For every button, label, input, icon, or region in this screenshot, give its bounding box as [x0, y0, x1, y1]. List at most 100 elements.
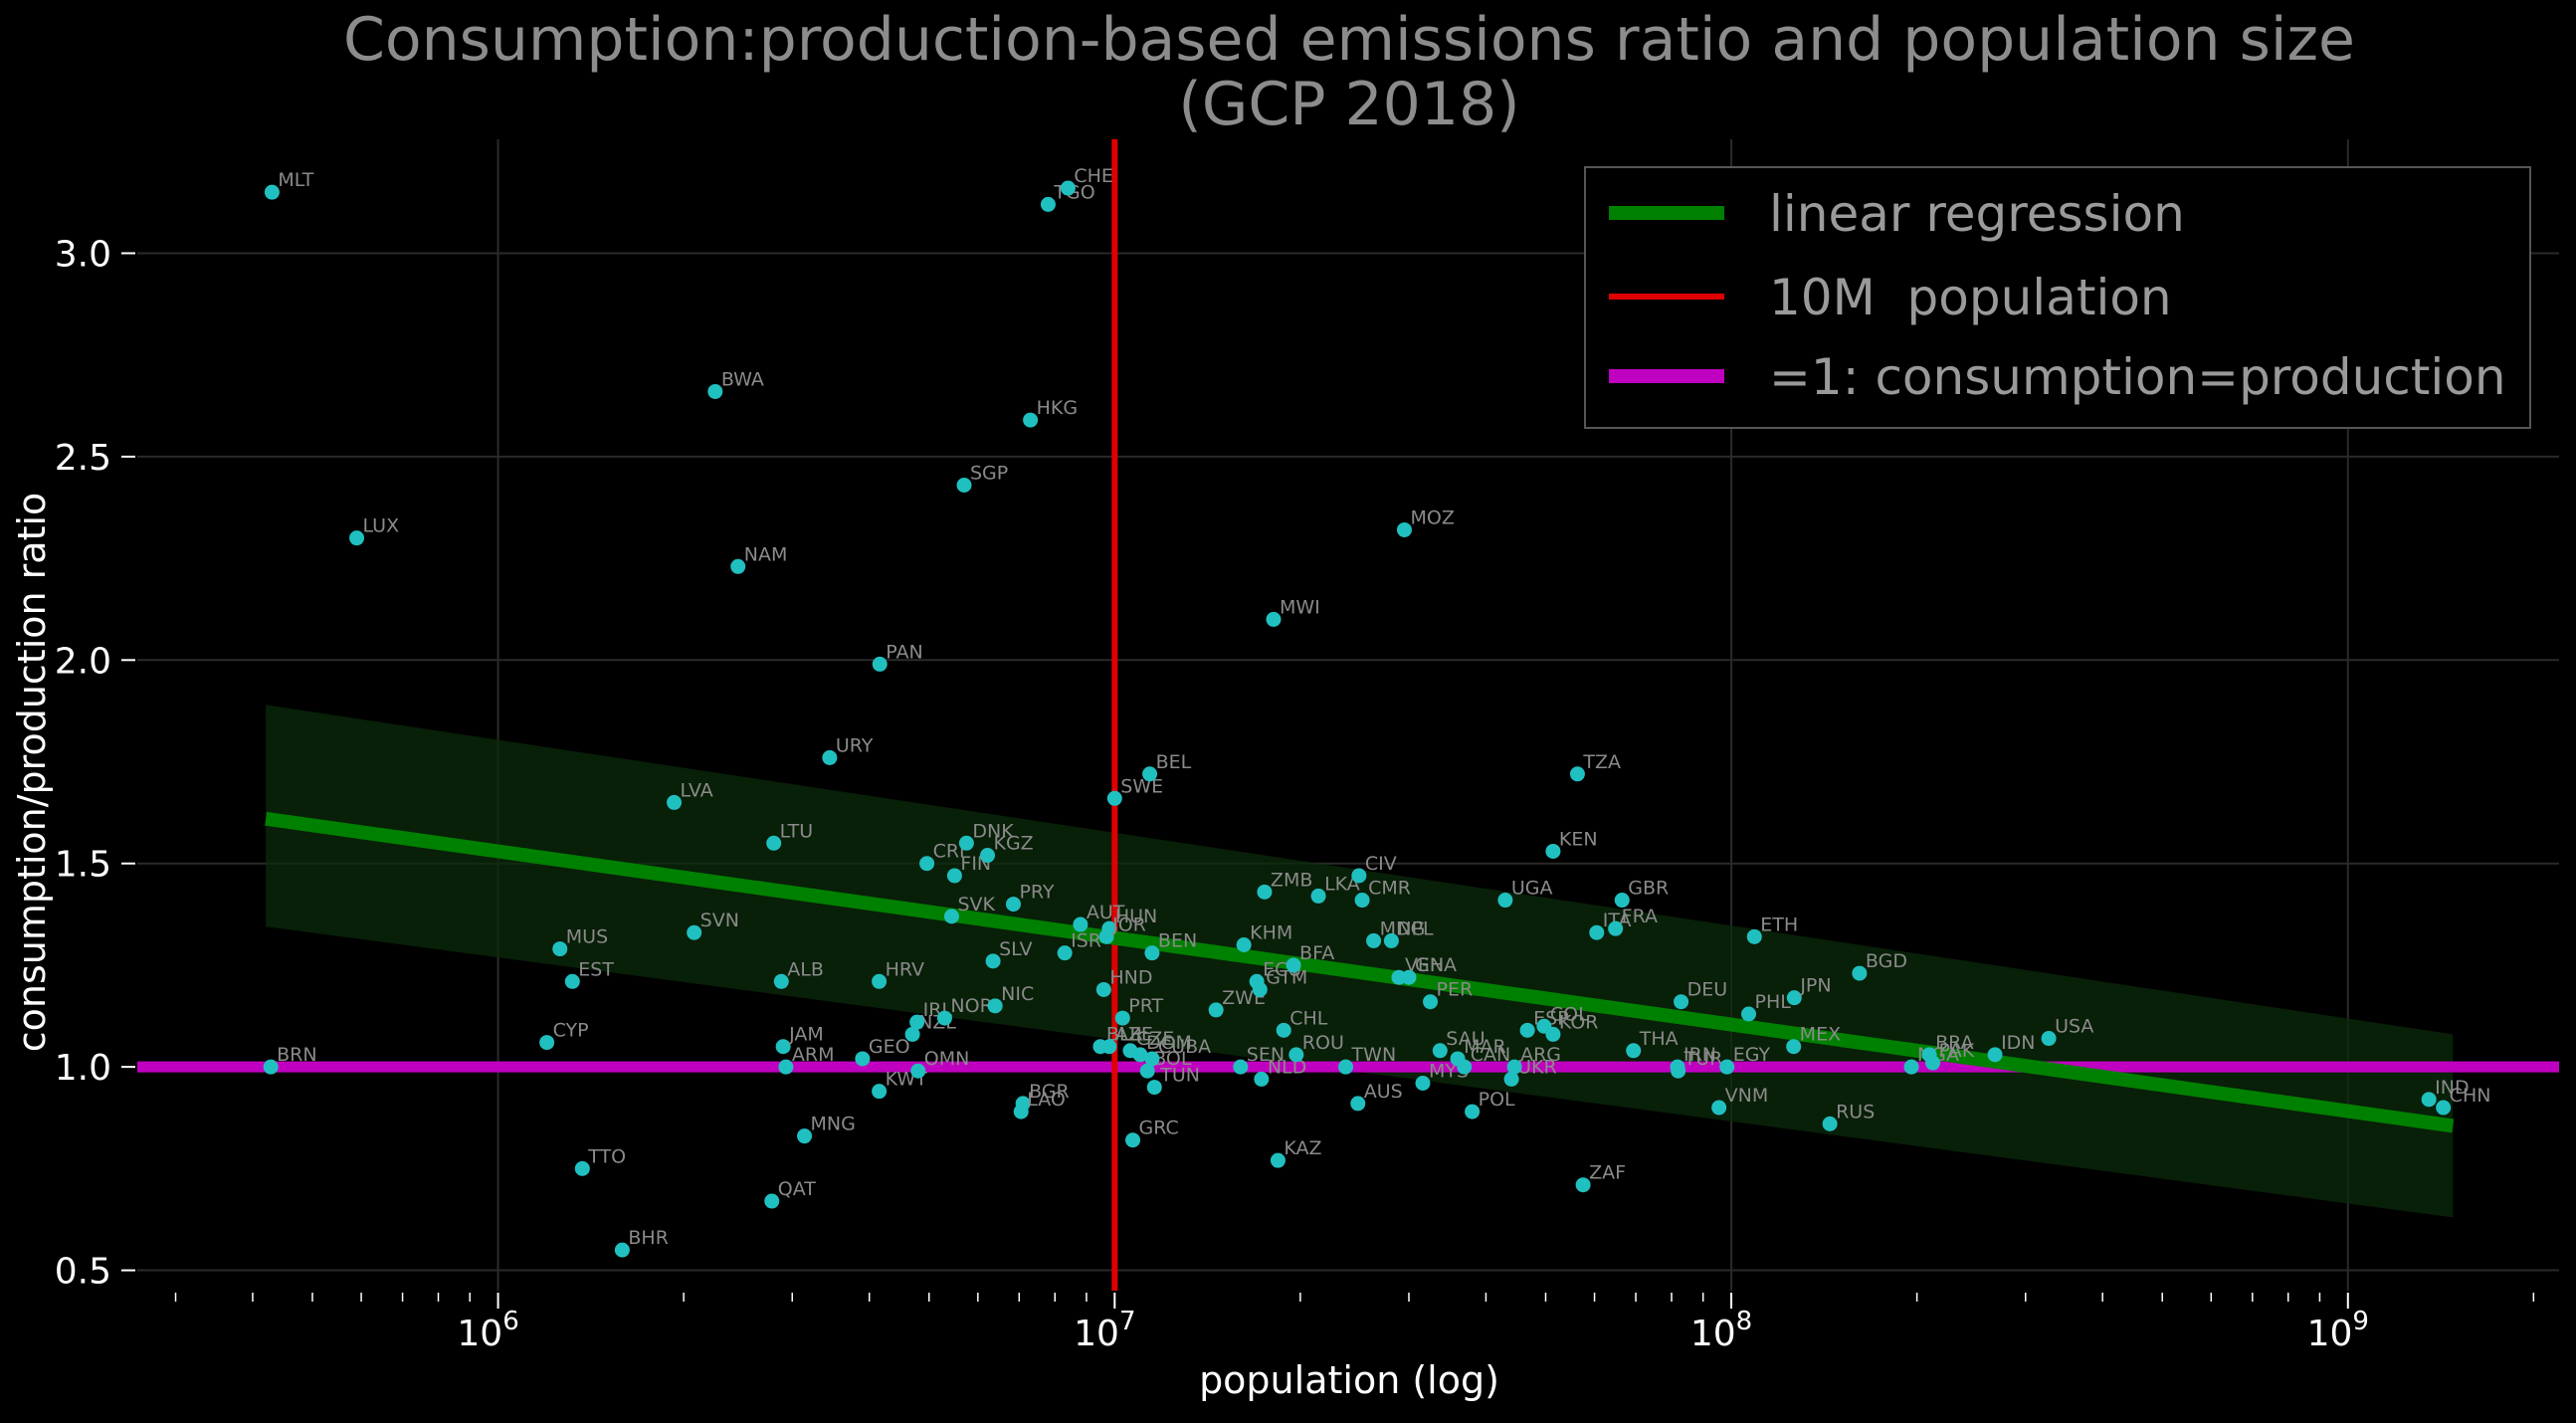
point-label-cmr: CMR	[1368, 878, 1411, 900]
x-axis-label: population (log)	[1199, 1358, 1499, 1402]
point-mlt	[264, 184, 280, 200]
point-label-moz: MOZ	[1410, 507, 1454, 528]
point-npl	[1383, 932, 1399, 948]
point-label-mng: MNG	[811, 1114, 856, 1135]
point-label-qat: QAT	[778, 1178, 816, 1200]
point-label-bra: BRA	[1935, 1032, 1973, 1054]
point-label-ury: URY	[836, 734, 874, 756]
point-tur	[1671, 1063, 1686, 1079]
point-label-khm: KHM	[1250, 921, 1292, 943]
point-label-jam: JAM	[788, 1024, 824, 1046]
point-aus	[1350, 1096, 1366, 1112]
point-label-npl: NPL	[1397, 917, 1434, 939]
x-tick-exponent: 9	[2352, 1307, 2369, 1336]
point-aze	[1101, 1039, 1117, 1055]
point-mdg	[1366, 932, 1382, 948]
chart-title-line-1: Consumption:production-based emissions r…	[343, 5, 2355, 75]
regression-line	[265, 811, 2455, 1133]
point-mys	[1415, 1075, 1431, 1091]
point-label-swe: SWE	[1120, 775, 1163, 797]
point-svk	[943, 909, 959, 924]
point-label-mex: MEX	[1800, 1024, 1841, 1046]
point-label-zmb: ZMB	[1271, 869, 1312, 891]
point-label-vnm: VNM	[1725, 1085, 1769, 1107]
point-lva	[667, 794, 683, 810]
point-label-bol: BOL	[1153, 1048, 1192, 1070]
point-bwa	[707, 383, 723, 399]
point-label-nor: NOR	[950, 995, 992, 1017]
point-dnk	[958, 835, 974, 851]
point-bfa	[1286, 957, 1301, 973]
point-gbr	[1614, 893, 1630, 909]
y-tick-label-2: 1.5	[55, 845, 111, 886]
point-label-tto: TTO	[587, 1145, 626, 1167]
point-nor	[936, 1010, 952, 1026]
point-label-zaf: ZAF	[1589, 1162, 1626, 1184]
point-phl	[1741, 1006, 1757, 1022]
point-label-egy: EGY	[1733, 1044, 1771, 1066]
point-label-cze: CZE	[1136, 1028, 1174, 1050]
x-tick-base: 10	[457, 1314, 502, 1354]
legend-label-parity: =1: consumption=production	[1769, 348, 2506, 406]
point-label-hun: HUN	[1115, 906, 1157, 927]
point-label-mlt: MLT	[278, 169, 313, 191]
point-jam	[775, 1039, 791, 1055]
point-label-est: EST	[578, 958, 614, 980]
point-kgz	[980, 848, 996, 864]
point-label-phl: PHL	[1755, 991, 1792, 1013]
point-mwi	[1266, 611, 1282, 627]
point-est	[564, 973, 580, 989]
point-label-cyp: CYP	[553, 1020, 589, 1042]
point-label-isr: ISR	[1071, 930, 1101, 952]
point-deu	[1674, 994, 1689, 1010]
x-tick-label-1: 107	[1074, 1307, 1135, 1354]
point-ury	[822, 749, 838, 765]
point-gha	[1401, 969, 1417, 985]
point-label-irn: IRN	[1684, 1044, 1716, 1066]
regression-line-path	[265, 811, 2455, 1133]
point-che	[1060, 180, 1076, 196]
point-rus	[1822, 1116, 1838, 1131]
point-kaz	[1270, 1152, 1286, 1168]
point-gtm	[1252, 981, 1268, 997]
point-pol	[1465, 1104, 1481, 1119]
point-label-ben: BEN	[1158, 930, 1197, 952]
point-aut	[1073, 916, 1089, 932]
chart-title-line-2: (GCP 2018)	[1178, 70, 1519, 139]
point-label-kgz: KGZ	[994, 833, 1034, 855]
x-tick-label-0: 106	[457, 1307, 518, 1354]
x-tick-base: 10	[2307, 1314, 2353, 1354]
point-label-gha: GHA	[1415, 954, 1457, 976]
point-label-tza: TZA	[1582, 751, 1621, 773]
y-tick-label-3: 2.0	[55, 641, 111, 682]
point-tun	[1146, 1080, 1162, 1096]
point-pan	[872, 656, 888, 672]
x-tick-label-3: 109	[2307, 1307, 2369, 1354]
point-label-arg: ARG	[1520, 1044, 1561, 1066]
point-label-lao: LAO	[1027, 1089, 1066, 1111]
point-civ	[1351, 868, 1367, 884]
point-label-deu: DEU	[1687, 979, 1728, 1001]
point-label-tun: TUN	[1159, 1065, 1200, 1087]
point-label-mar: MAR	[1464, 1036, 1506, 1058]
point-label-ken: KEN	[1559, 828, 1598, 850]
point-hrv	[872, 973, 888, 989]
point-label-bfa: BFA	[1299, 942, 1334, 964]
point-ken	[1545, 843, 1561, 859]
legend-box	[1584, 166, 2531, 429]
point-label-twn: TWN	[1351, 1044, 1397, 1066]
point-label-civ: CIV	[1365, 853, 1397, 875]
point-label-ukr: UKR	[1517, 1056, 1557, 1078]
point-sgp	[956, 478, 972, 494]
point-label-per: PER	[1437, 979, 1474, 1001]
point-label-hkg: HKG	[1037, 397, 1078, 419]
point-tha	[1626, 1043, 1642, 1059]
point-bol	[1139, 1063, 1155, 1079]
point-qat	[764, 1193, 780, 1209]
point-sau	[1432, 1043, 1448, 1059]
point-label-chl: CHL	[1289, 1007, 1328, 1029]
point-nga	[1903, 1059, 1919, 1075]
point-label-kaz: KAZ	[1284, 1137, 1321, 1159]
point-label-idn: IDN	[2001, 1032, 2035, 1054]
point-bhr	[614, 1242, 630, 1258]
